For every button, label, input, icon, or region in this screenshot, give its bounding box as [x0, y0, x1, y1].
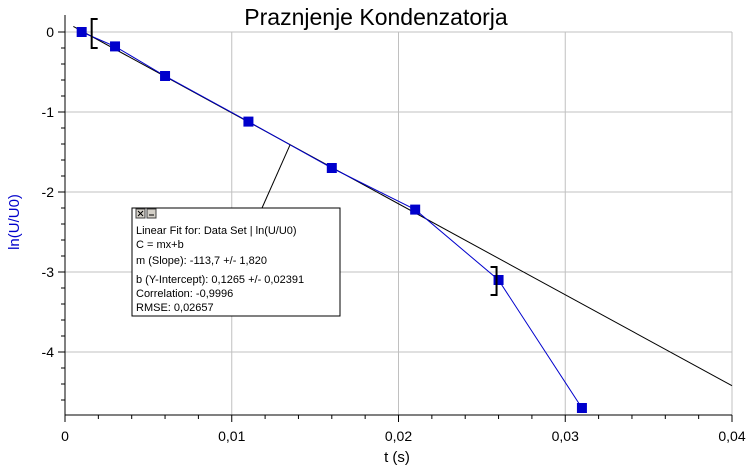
data-point: [326, 163, 337, 173]
grid: [65, 31, 733, 415]
fit-box-line: Correlation: -0,9996: [136, 288, 233, 300]
x-axis-label: t (s): [384, 449, 410, 466]
x-tick-label: 0,02: [385, 428, 412, 444]
fit-box-leader-line: [261, 144, 291, 209]
x-tick-label: 0,04: [718, 428, 745, 444]
x-tick-label: 0: [61, 428, 69, 444]
x-tick-labels: 0 0,01 0,02 0,03 0,04: [61, 428, 746, 444]
close-icon-glyph: [137, 210, 144, 217]
y-tick-labels: 0 -1 -2 -3 -4: [42, 24, 55, 360]
fit-box-frame: [131, 207, 341, 317]
y-tick-label: -1: [42, 104, 55, 120]
fit-range-left-bracket[interactable]: [90, 18, 98, 49]
data-point: [576, 403, 587, 413]
chart-title: Praznjenje Kondenzatorja: [244, 4, 508, 30]
data-point: [76, 27, 87, 37]
fit-box-title: Linear Fit for: Data Set | ln(U/U0): [136, 225, 297, 237]
data-point: [110, 41, 121, 52]
minimize-icon[interactable]: [146, 208, 157, 219]
x-tick-label: 0,01: [218, 428, 245, 444]
data-point: [160, 71, 171, 81]
fit-range-right-bracket[interactable]: [490, 266, 498, 296]
fit-box-line: m (Slope): -113,7 +/- 1,820: [136, 255, 267, 267]
y-tick-label: 0: [46, 24, 54, 40]
data-point: [410, 204, 421, 215]
y-tick-label: -4: [42, 344, 55, 360]
y-axis-label: ln(U/U0): [6, 194, 23, 250]
fit-box-line: RMSE: 0,02657: [136, 302, 214, 314]
fit-box-line: C = mx+b: [136, 239, 184, 251]
x-tick-label: 0,03: [552, 428, 579, 444]
data-point: [493, 275, 504, 285]
y-tick-label: -2: [42, 184, 55, 200]
fit-box-line: b (Y-Intercept): 0,1265 +/- 0,02391: [136, 274, 304, 286]
axes: [58, 15, 733, 422]
linear-fit-box[interactable]: Linear Fit for: Data Set | ln(U/U0) C = …: [131, 144, 341, 317]
y-tick-label: -3: [42, 264, 55, 280]
data-point: [243, 116, 254, 127]
